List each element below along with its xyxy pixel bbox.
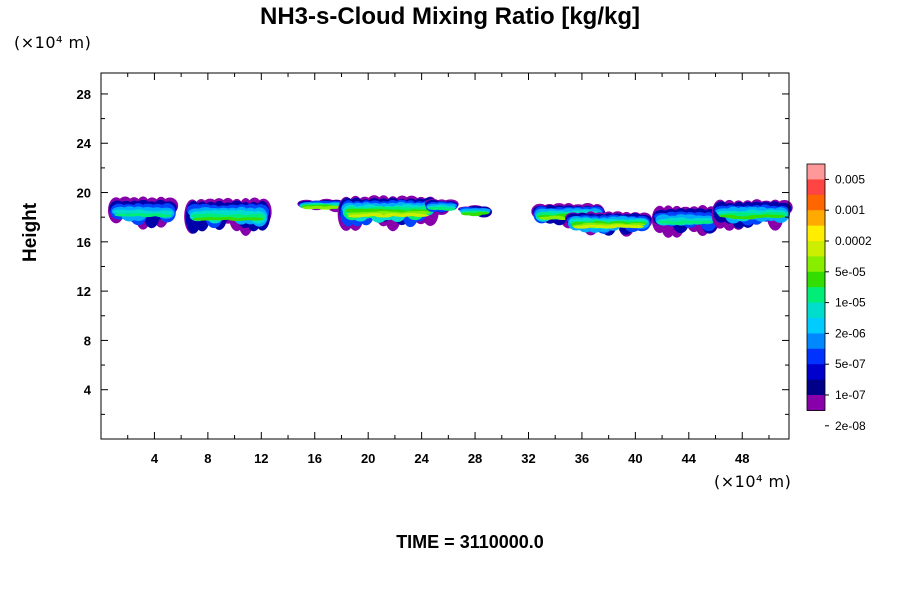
colorbar: 0.005 0.001 0.0002 5e-05 1e-05 2e-06 5e-07 1e-0… bbox=[806, 163, 872, 433]
colorbar-label: 0.001 bbox=[835, 203, 865, 217]
x-tick-label: 44 bbox=[682, 451, 697, 466]
y-tick-label: 12 bbox=[77, 284, 91, 299]
cloud-field bbox=[107, 195, 793, 238]
colorbar-swatch bbox=[807, 302, 825, 319]
colorbar-swatch bbox=[807, 194, 825, 211]
cloud-region bbox=[651, 204, 720, 238]
colorbar-swatch bbox=[807, 164, 825, 180]
cloud-region bbox=[564, 211, 653, 237]
cloud-cell bbox=[412, 211, 431, 215]
time-label: TIME = 3110000.0 bbox=[396, 532, 544, 552]
x-tick-label: 20 bbox=[361, 451, 375, 466]
cloud-region bbox=[424, 198, 459, 215]
y-tick-label: 20 bbox=[77, 186, 91, 201]
colorbar-label: 0.0002 bbox=[835, 234, 872, 248]
x-tick-label: 8 bbox=[204, 451, 211, 466]
x-tick-label: 16 bbox=[308, 451, 322, 466]
y-tick-label: 16 bbox=[77, 235, 91, 250]
x-tick-label: 12 bbox=[254, 451, 268, 466]
plot-area bbox=[100, 72, 790, 440]
colorbar-label: 2e-06 bbox=[835, 326, 866, 340]
colorbar-frame bbox=[806, 163, 826, 411]
x-axis-unit: (×10⁴ m) bbox=[714, 472, 792, 491]
y-tick-label: 28 bbox=[77, 87, 91, 102]
colorbar-swatch bbox=[807, 318, 825, 334]
colorbar-swatch bbox=[807, 210, 825, 227]
cloud-cell bbox=[696, 220, 714, 224]
cloud-region bbox=[711, 199, 793, 231]
colorbar-label: 2e-08 bbox=[835, 419, 866, 433]
colorbar-swatch bbox=[807, 241, 825, 257]
y-tick-label: 8 bbox=[84, 333, 91, 348]
colorbar-swatch bbox=[807, 225, 825, 242]
colorbar-swatch bbox=[807, 364, 825, 381]
cloud-region bbox=[458, 205, 493, 218]
colorbar-swatch bbox=[807, 179, 825, 196]
x-tick-label: 36 bbox=[575, 451, 589, 466]
y-axis-unit: (×10⁴ m) bbox=[14, 33, 92, 52]
colorbar-label: 5e-07 bbox=[835, 357, 866, 371]
cloud-cell bbox=[627, 225, 644, 229]
cloud-cell bbox=[156, 214, 172, 218]
y-tick-label: 4 bbox=[84, 383, 92, 398]
cloud-cell bbox=[442, 207, 456, 211]
cloud-region bbox=[337, 195, 439, 232]
x-tick-label: 40 bbox=[628, 451, 642, 466]
colorbar-swatch bbox=[807, 395, 825, 411]
colorbar-label: 5e-05 bbox=[835, 265, 866, 279]
x-tick-label: 24 bbox=[414, 451, 429, 466]
colorbar-label: 1e-05 bbox=[835, 296, 866, 310]
x-tick-label: 32 bbox=[521, 451, 535, 466]
colorbar-swatch bbox=[807, 256, 825, 273]
colorbar-swatch bbox=[807, 333, 825, 350]
cloud-cell bbox=[475, 211, 489, 215]
cloud-region bbox=[297, 198, 346, 213]
colorbar-swatch bbox=[807, 379, 825, 396]
chart-title: NH3-s-Cloud Mixing Ratio [kg/kg] bbox=[260, 3, 640, 30]
x-tick-label: 48 bbox=[735, 451, 749, 466]
colorbar-swatch bbox=[807, 287, 825, 304]
cloud-cell bbox=[246, 217, 264, 221]
colorbar-label: 0.005 bbox=[835, 172, 865, 186]
y-tick-label: 24 bbox=[77, 136, 92, 151]
colorbar-label: 1e-07 bbox=[835, 388, 866, 402]
cloud-cell bbox=[767, 214, 786, 218]
x-tick-label: 28 bbox=[468, 451, 482, 466]
cloud-cell bbox=[325, 205, 341, 209]
colorbar-swatch bbox=[807, 271, 825, 288]
cloud-cell bbox=[412, 213, 429, 217]
x-tick-label: 4 bbox=[151, 451, 159, 466]
cloud-region bbox=[107, 196, 179, 230]
cloud-cell bbox=[698, 217, 715, 222]
cloud-region bbox=[184, 197, 272, 236]
colorbar-swatch bbox=[807, 348, 825, 365]
